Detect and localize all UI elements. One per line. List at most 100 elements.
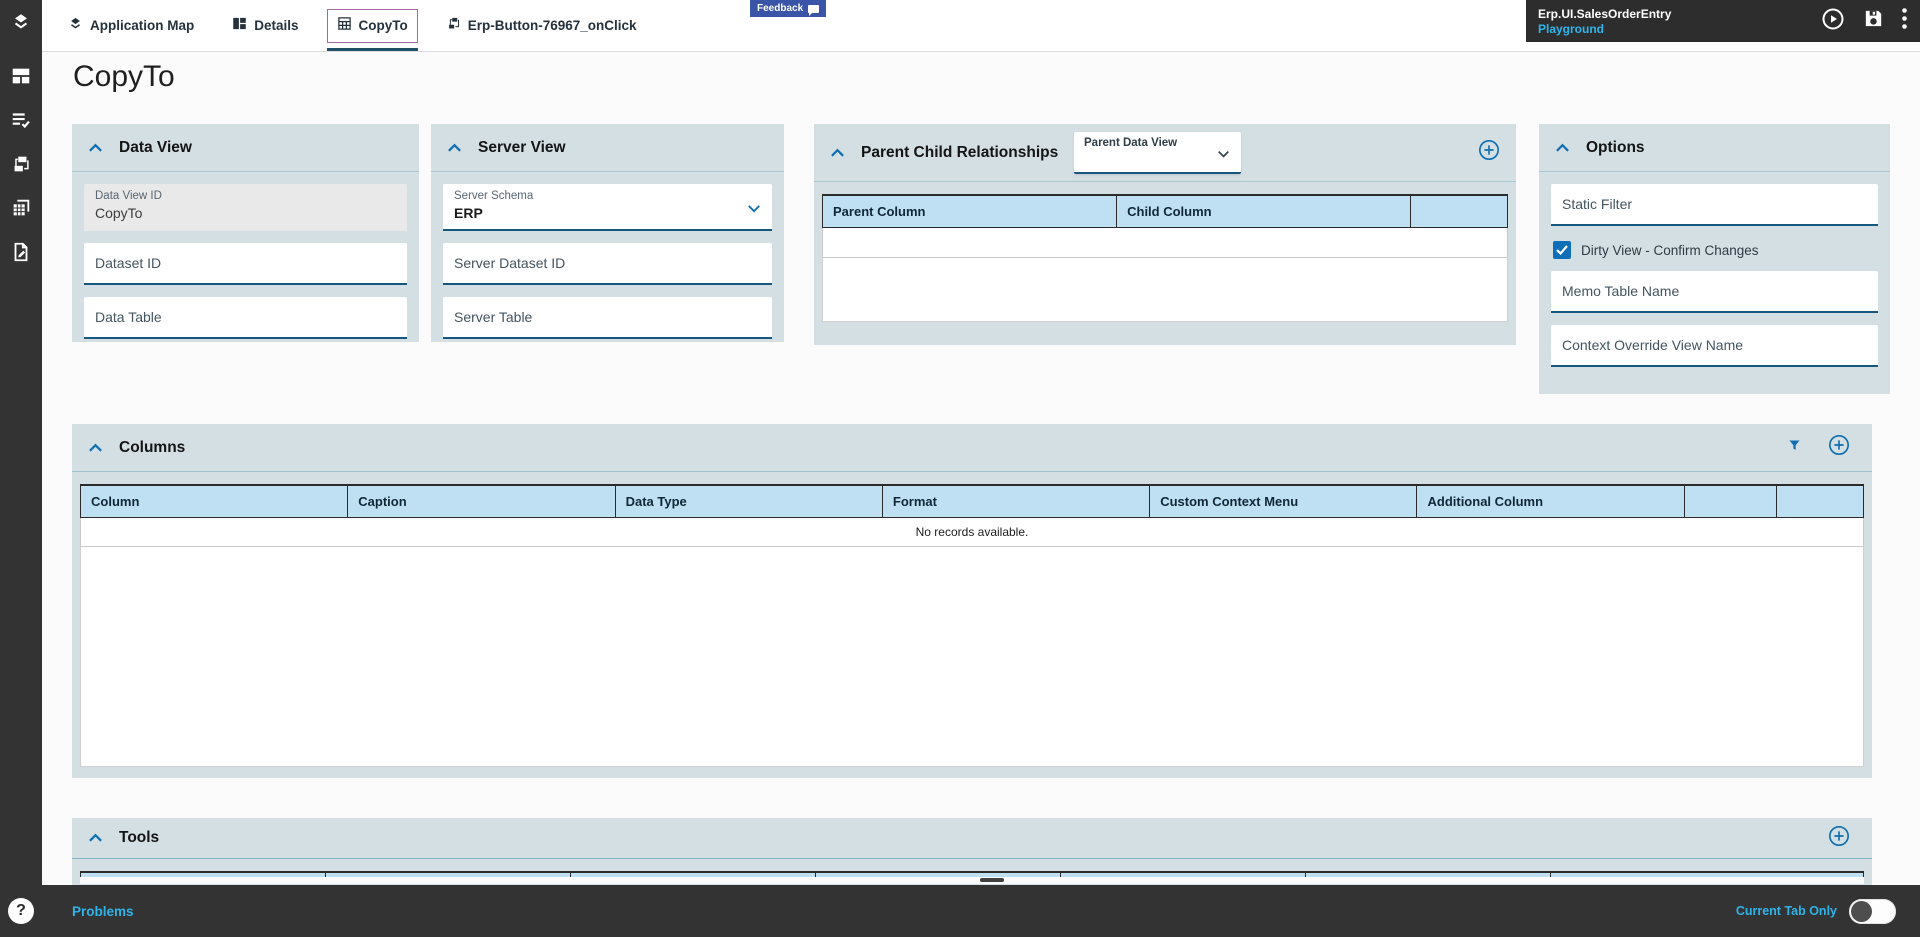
sheet-icon	[337, 16, 352, 36]
panel-options: Options Dirty View - Confirm Changes	[1539, 124, 1890, 394]
grid-copy-icon[interactable]	[0, 186, 42, 230]
field-value: CopyTo	[95, 205, 143, 221]
panel-title: Columns	[119, 438, 186, 456]
grid-column-header: Custom Context Menu	[1150, 486, 1418, 517]
parent-data-view-select[interactable]: Parent Data View	[1074, 132, 1241, 174]
panel-columns: Columns Column Caption Data Type Format …	[72, 424, 1872, 778]
data-table-input[interactable]	[84, 297, 407, 337]
grid-body	[80, 547, 1864, 767]
panel-title: Server View	[478, 138, 566, 156]
context-override-view-name-field[interactable]	[1551, 325, 1878, 367]
speech-bubble-icon	[808, 4, 820, 16]
current-tab-only-toggle[interactable]	[1849, 898, 1896, 924]
memo-table-name-input[interactable]	[1551, 271, 1878, 311]
flowchart-icon[interactable]	[0, 142, 42, 186]
horizontal-scrollbar[interactable]	[80, 877, 1864, 884]
environment-header: Erp.UI.SalesOrderEntry Playground	[1526, 0, 1920, 42]
grid-column-header: Additional Column	[1417, 486, 1685, 517]
checklist-icon[interactable]	[0, 98, 42, 142]
grid-column-header: Column	[81, 486, 349, 517]
chevron-down-icon	[747, 200, 761, 218]
tab-application-map[interactable]: Application Map	[54, 0, 208, 51]
collapse-chevron-icon[interactable]	[447, 143, 462, 153]
grid-column-header: Format	[883, 486, 1151, 517]
grid-column-header-blank	[1411, 196, 1507, 227]
collapse-chevron-icon[interactable]	[1555, 143, 1570, 153]
server-dataset-id-field[interactable]	[443, 243, 772, 285]
flow-icon	[446, 16, 461, 36]
tools-grid-header	[80, 871, 1864, 884]
context-override-view-name-input[interactable]	[1551, 325, 1878, 365]
server-table-field[interactable]	[443, 297, 772, 339]
select-label: Parent Data View	[1084, 137, 1178, 149]
collapse-chevron-icon[interactable]	[88, 143, 103, 153]
dataset-id-input[interactable]	[84, 243, 407, 283]
add-tool-button[interactable]	[1828, 825, 1850, 852]
grid-column-header: Caption	[348, 486, 616, 517]
left-toolbar: ?	[0, 0, 42, 937]
panel-title: Options	[1586, 138, 1645, 156]
panel-title: Parent Child Relationships	[861, 143, 1059, 161]
server-schema-select[interactable]: Server Schema ERP	[443, 184, 772, 231]
page-title: CopyTo	[73, 60, 175, 93]
grid-column-header: Parent Column	[823, 196, 1118, 227]
collapse-chevron-icon[interactable]	[88, 443, 103, 453]
panel-title: Data View	[119, 138, 192, 156]
status-bar: Problems Current Tab Only	[42, 885, 1920, 937]
data-table-field[interactable]	[84, 297, 407, 339]
feedback-label: Feedback	[757, 3, 804, 14]
tab-label: Application Map	[90, 18, 195, 33]
grid-body	[822, 258, 1508, 322]
grid-column-header: Child Column	[1117, 196, 1412, 227]
environment-link[interactable]: Playground	[1538, 21, 1605, 36]
memo-table-name-field[interactable]	[1551, 271, 1878, 313]
tab-copyto[interactable]: CopyTo	[323, 0, 422, 51]
panel-tools: Tools	[72, 818, 1872, 885]
grid-column-header: Data Type	[616, 486, 883, 517]
static-filter-field[interactable]	[1551, 184, 1878, 226]
current-tab-only-label: Current Tab Only	[1735, 904, 1837, 918]
field-label: Data View ID	[95, 190, 162, 202]
static-filter-input[interactable]	[1551, 184, 1878, 224]
layers-icon	[68, 16, 83, 36]
add-relationship-button[interactable]	[1478, 139, 1500, 166]
field-label: Server Schema	[454, 190, 534, 202]
tab-label: Details	[254, 18, 299, 33]
collapse-chevron-icon[interactable]	[830, 148, 845, 158]
document-edit-icon[interactable]	[0, 230, 42, 274]
dirty-view-checkbox[interactable]	[1553, 241, 1571, 259]
data-view-id-field: Data View ID CopyTo	[84, 184, 407, 231]
grid-column-header-blank	[1685, 486, 1778, 517]
scrollbar-thumb[interactable]	[980, 878, 1004, 882]
tab-label: CopyTo	[358, 18, 408, 33]
layers-icon[interactable]	[0, 0, 42, 44]
dataset-id-field[interactable]	[84, 243, 407, 285]
checkbox-label: Dirty View - Confirm Changes	[1581, 242, 1759, 258]
problems-link[interactable]: Problems	[72, 903, 134, 919]
panel-data-view: Data View Data View ID CopyTo	[72, 124, 419, 342]
help-icon[interactable]: ?	[8, 898, 34, 924]
chevron-down-icon	[1217, 145, 1230, 163]
app-name: Erp.UI.SalesOrderEntry	[1538, 6, 1672, 21]
tab-details[interactable]: Details	[218, 0, 312, 51]
tab-erp-button-onclick[interactable]: Erp-Button-76967_onClick	[432, 0, 651, 51]
layout-icon[interactable]	[0, 54, 42, 98]
add-column-button[interactable]	[1828, 434, 1850, 461]
grid-empty-row	[822, 228, 1508, 258]
toggle-knob	[1851, 900, 1872, 922]
no-records-message: No records available.	[80, 518, 1864, 547]
kebab-menu-icon[interactable]	[1902, 8, 1907, 34]
server-table-input[interactable]	[443, 297, 772, 337]
feedback-button[interactable]: Feedback	[750, 0, 827, 17]
tab-label: Erp-Button-76967_onClick	[467, 18, 637, 33]
collapse-chevron-icon[interactable]	[88, 833, 103, 843]
panel-parent-child-relationships: Parent Child Relationships Parent Data V…	[814, 124, 1516, 345]
field-value: ERP	[454, 205, 483, 221]
preview-play-button[interactable]	[1821, 7, 1845, 36]
layout-icon	[232, 16, 247, 36]
filter-icon[interactable]	[1787, 438, 1802, 458]
server-dataset-id-input[interactable]	[443, 243, 772, 283]
panel-title: Tools	[119, 829, 160, 846]
panel-server-view: Server View Server Schema ERP	[431, 124, 784, 342]
save-button[interactable]	[1862, 7, 1885, 35]
